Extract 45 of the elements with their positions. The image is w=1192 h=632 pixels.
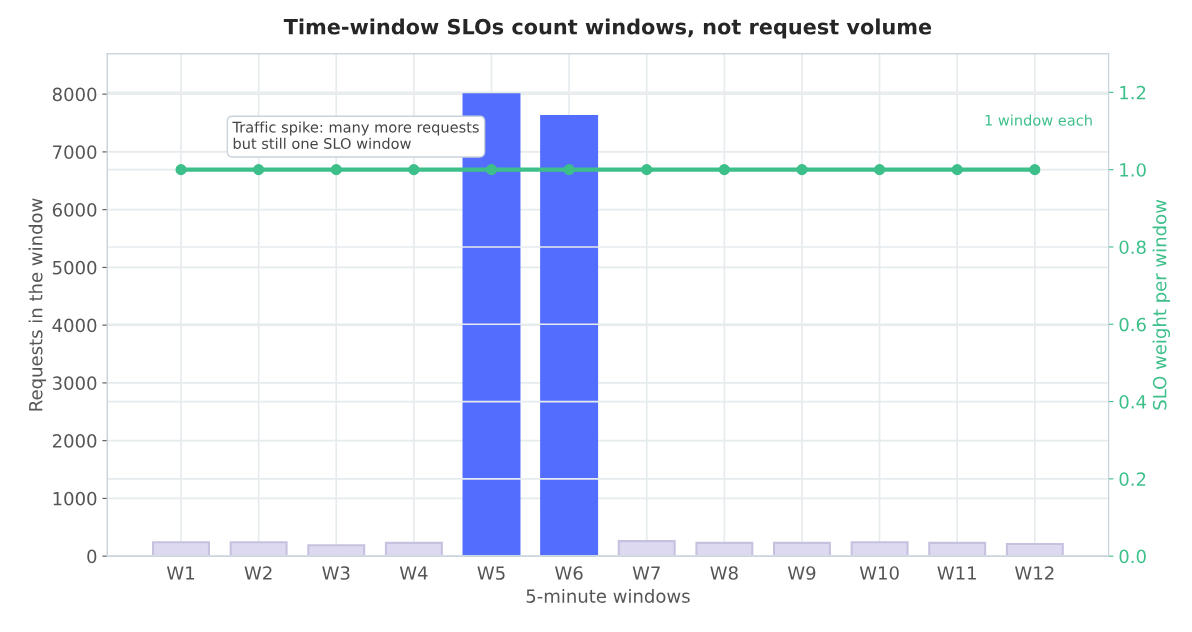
x-axis-title: 5-minute windows [526, 588, 690, 603]
y-axis-title: Requests in the window [28, 198, 47, 411]
y2-axis-title: SLO weight per window [1152, 199, 1171, 410]
x-tick-label: W10 [859, 566, 899, 580]
y-tick-label: 6000 [52, 203, 97, 217]
y2-tick-label: 1.0 [1120, 163, 1146, 177]
x-tick-label: W1 [166, 566, 195, 580]
x-tick-label: W5 [477, 566, 505, 580]
bar [540, 115, 599, 557]
y-tick-label: 2000 [52, 434, 97, 448]
x-tick-label: W3 [322, 566, 350, 580]
y-tick-label: 0 [87, 549, 97, 564]
x-tick-label: W4 [399, 566, 428, 580]
annotation: Traffic spike: many more requests but still one SLO window [232, 121, 479, 150]
bar [1005, 542, 1064, 557]
x-tick-label: W6 [555, 566, 583, 580]
x-tick-label: W2 [244, 566, 272, 580]
bar [850, 541, 909, 557]
y-tick-label: 8000 [52, 87, 97, 102]
bar [307, 544, 366, 557]
y2-tick-label: 0.8 [1119, 240, 1146, 255]
bar [695, 541, 754, 557]
bar [772, 541, 831, 557]
x-tick-label: W8 [710, 566, 738, 580]
x-tick-label: W9 [787, 566, 816, 580]
annotation: 1 window each [985, 114, 1092, 126]
x-tick-label: W7 [632, 566, 660, 580]
y-tick-label: 5000 [53, 260, 97, 275]
bar [617, 540, 676, 557]
y-tick-label: 3000 [52, 376, 97, 391]
bar [229, 541, 288, 557]
y2-tick-label: 0.4 [1119, 395, 1146, 409]
bar [384, 541, 443, 557]
bar [928, 541, 987, 557]
y-tick-label: 4000 [52, 318, 97, 333]
y2-tick-label: 0.6 [1119, 317, 1146, 332]
bar [152, 541, 210, 557]
x-tick-label: W12 [1015, 566, 1054, 580]
chart-title: Time-window SLOs count windows, not request volume [283, 18, 932, 39]
y2-tick-label: 0.2 [1119, 472, 1146, 486]
x-tick-label: W11 [937, 566, 976, 580]
y2-tick-label: 0.0 [1119, 549, 1146, 564]
y2-tick-label: 1.2 [1120, 85, 1146, 100]
y-tick-label: 7000 [53, 145, 97, 160]
y-tick-label: 1000 [53, 491, 97, 506]
